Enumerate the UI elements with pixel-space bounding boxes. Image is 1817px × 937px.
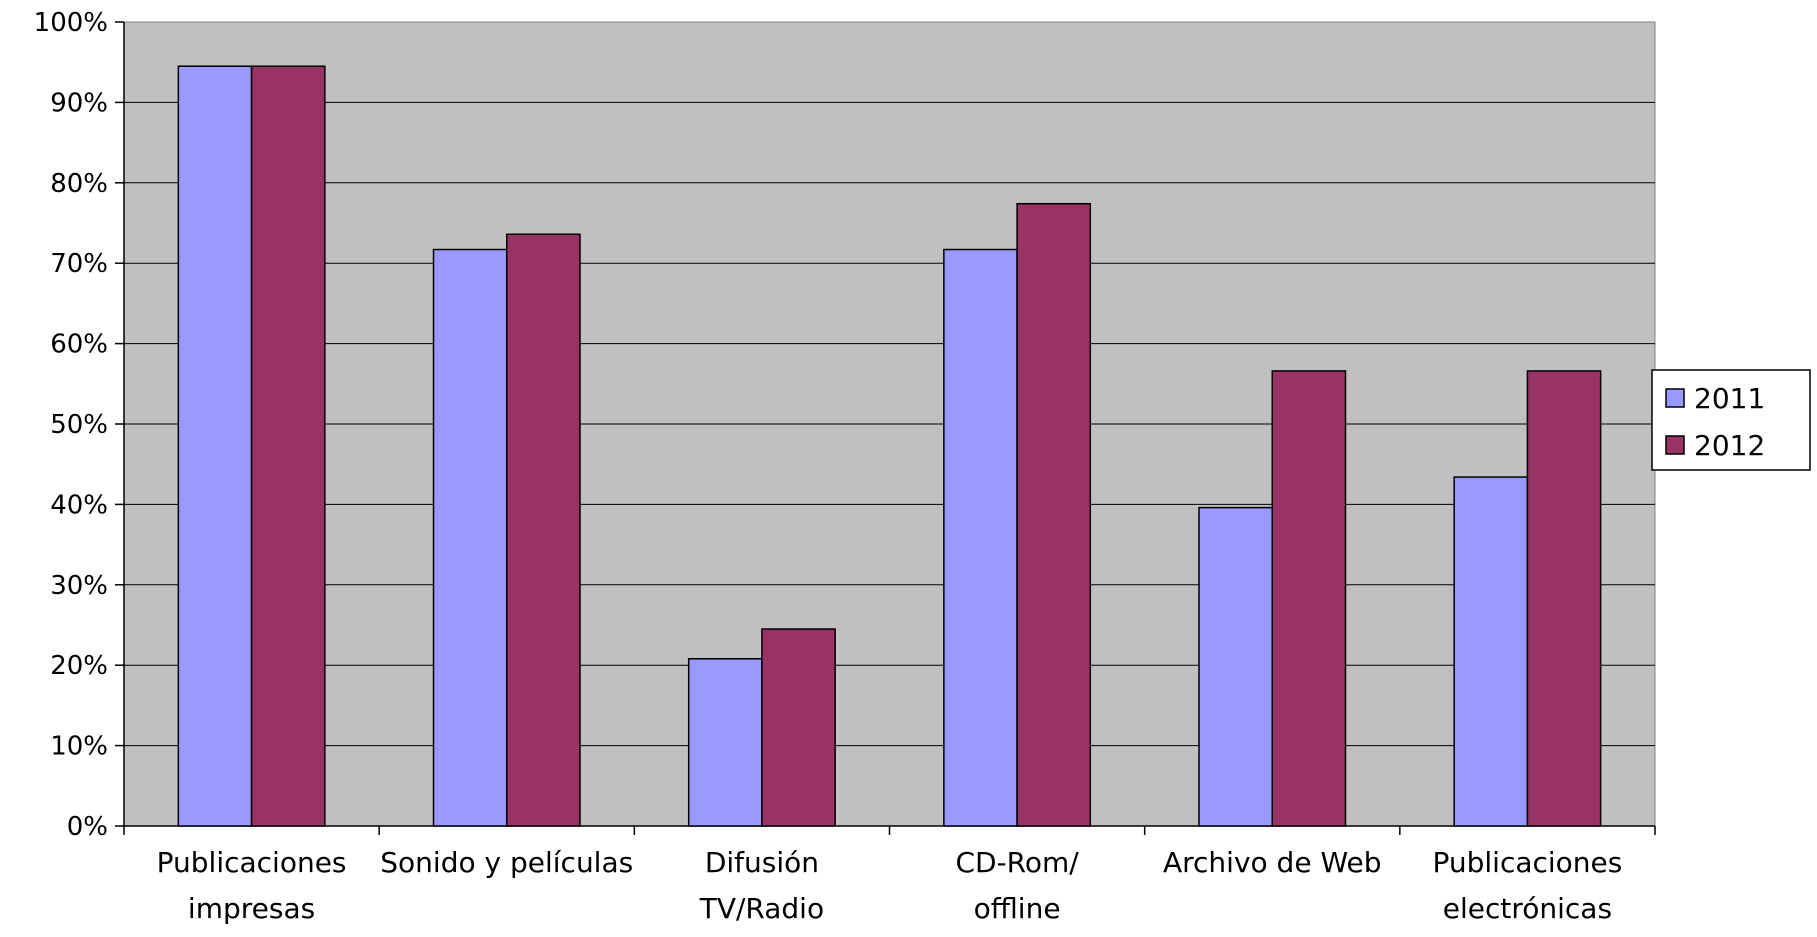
x-tick-label: Difusión TV/Radio (699, 846, 824, 925)
y-tick-label: 80% (50, 169, 108, 199)
legend-swatch-2011 (1665, 388, 1685, 408)
bar-2011 (687, 658, 763, 827)
bar-2011 (432, 248, 508, 827)
bar-2012 (1526, 370, 1602, 827)
x-tick-label: Sonido y películas (380, 846, 633, 879)
y-axis: 0% 10% 20% 30% 40% 50% 60% 70% 80% 90% 100% (34, 8, 125, 842)
bar-2011 (1198, 506, 1274, 827)
legend-swatch-2012 (1665, 435, 1685, 455)
bar-2012 (506, 233, 581, 827)
bar-2012 (1016, 202, 1092, 827)
y-tick-label: 10% (50, 732, 108, 762)
y-tick-label: 60% (50, 330, 108, 360)
x-tick-label: Archivo de Web (1163, 846, 1382, 879)
bar-2011 (1453, 476, 1529, 827)
y-tick-label: 40% (50, 490, 108, 520)
bar-2012 (761, 628, 836, 827)
y-tick-label: 50% (50, 410, 108, 440)
y-tick-label: 100% (34, 8, 108, 38)
bar-2012 (250, 65, 326, 827)
bars (177, 65, 1602, 827)
legend-label-2011: 2011 (1694, 382, 1765, 415)
bar-2011 (177, 65, 253, 827)
gridlines (124, 101, 1655, 747)
y-tick-label: 20% (50, 651, 108, 681)
x-tick-label: CD-Rom/offline (955, 846, 1079, 925)
legend-label-2012: 2012 (1694, 429, 1765, 462)
legend: 2011 2012 (1651, 369, 1811, 471)
y-tick-label: 30% (50, 571, 108, 601)
x-tick-label: Publicaciones impresas (157, 846, 347, 925)
bar-2011 (943, 248, 1018, 827)
bar-2012 (1271, 370, 1347, 827)
y-tick-label: 0% (67, 812, 108, 842)
x-tick-label: Publicaciones electrónicas (1432, 846, 1622, 925)
y-tick-label: 90% (50, 88, 108, 118)
y-tick-label: 70% (50, 249, 108, 279)
x-axis: Publicaciones impresas Sonido y películas D… (123, 825, 1656, 925)
